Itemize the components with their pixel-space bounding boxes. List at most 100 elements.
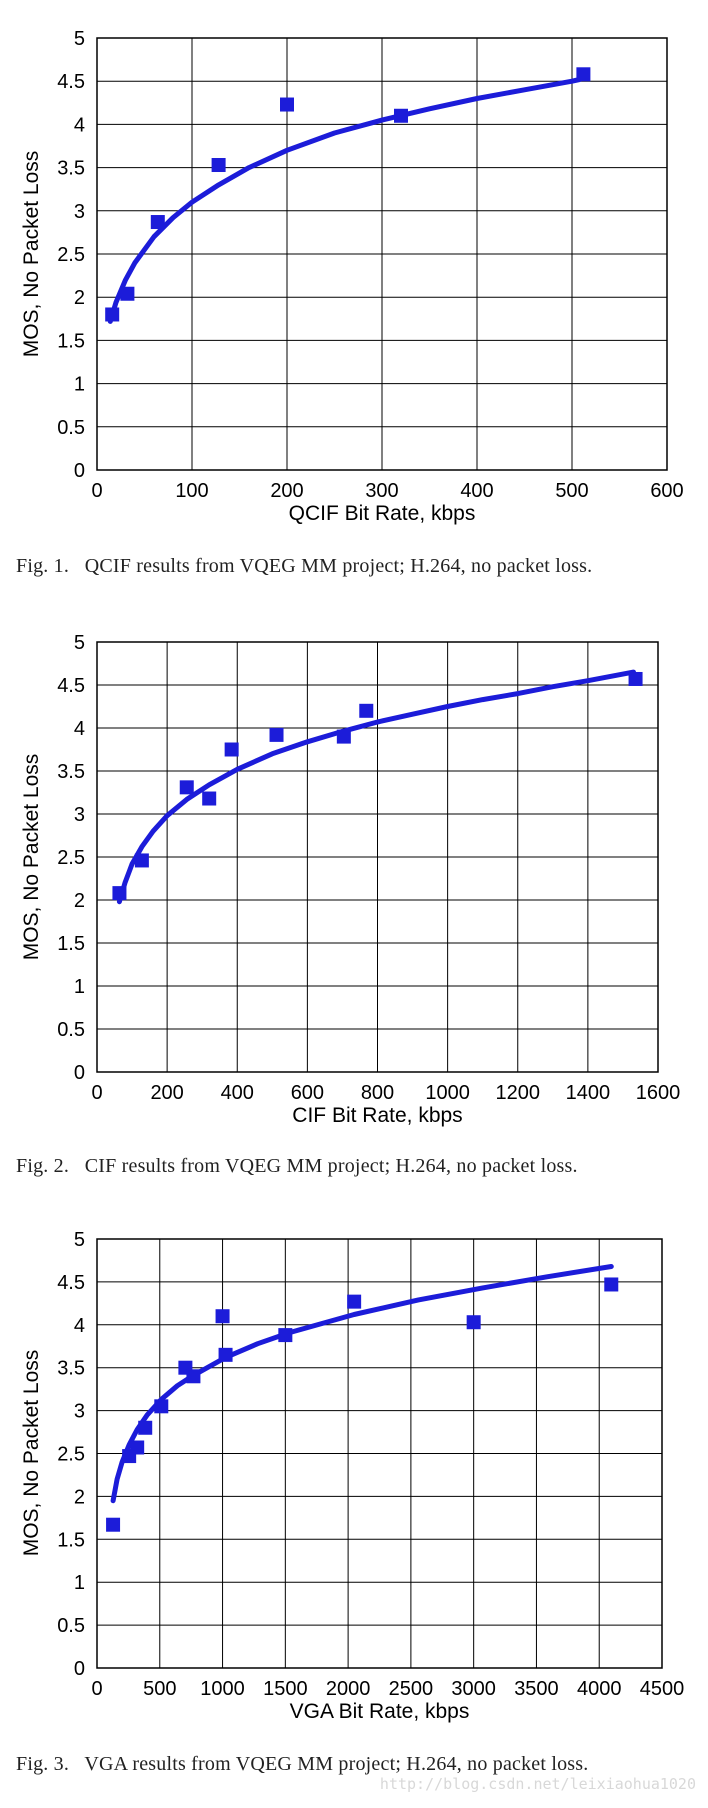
data-point (628, 671, 643, 686)
y-axis-label: MOS, No Packet Loss (20, 754, 43, 961)
data-point (218, 1347, 233, 1362)
x-tick-label: 1600 (636, 1082, 681, 1104)
caption-fig2-text: CIF results from VQEG MM project; H.264,… (84, 1155, 578, 1177)
watermark: http://blog.csdn.net/leixiaohua1020 (379, 1775, 696, 1793)
x-tick-label: 800 (361, 1082, 394, 1104)
x-tick-label: 200 (150, 1082, 183, 1104)
x-tick-label: 500 (143, 1678, 176, 1700)
data-point (215, 1309, 230, 1324)
y-tick-label: 4.5 (57, 71, 85, 93)
data-point (138, 1420, 153, 1435)
x-tick-label: 2500 (389, 1678, 434, 1700)
y-tick-label: 2 (74, 1486, 85, 1508)
x-tick-label: 0 (91, 1678, 102, 1700)
y-tick-label: 0 (74, 1658, 85, 1680)
chart-cif: 0 200 400 600 800 1000 1200 1400 1600 0 0.5 1 1.5 2 2.… (20, 632, 681, 1127)
x-tick-label: 1200 (496, 1082, 541, 1104)
y-tick-label: 2.5 (57, 244, 85, 266)
x-axis-label: VGA Bit Rate, kbps (290, 1700, 470, 1723)
y-axis-label: MOS, No Packet Loss (20, 151, 43, 358)
y-tick-label: 3.5 (57, 1358, 85, 1380)
x-tick-label: 0 (91, 480, 102, 502)
y-tick-label: 4 (74, 718, 85, 740)
y-tick-label: 1 (74, 976, 85, 998)
data-point (106, 1517, 121, 1532)
fit-curve (116, 669, 636, 905)
y-tick-label: 5 (74, 28, 85, 50)
y-tick-label: 1.5 (57, 933, 85, 955)
x-tick-label: 400 (460, 480, 493, 502)
plot-frame (96, 1238, 663, 1669)
y-tick-label: 2.5 (57, 847, 85, 869)
x-tick-label: 0 (91, 1082, 102, 1104)
x-axis-label: QCIF Bit Rate, kbps (289, 502, 476, 525)
y-tick-label: 1 (74, 1572, 85, 1594)
x-tick-label: 2000 (326, 1678, 371, 1700)
chart-vga: 0 500 1000 1500 2000 2500 3000 3500 4000 4500 0 0.5… (20, 1229, 685, 1723)
data-point (130, 1440, 145, 1455)
y-tick-label: 1 (74, 374, 85, 396)
y-tick-label: 3 (74, 201, 85, 223)
x-axis-label: CIF Bit Rate, kbps (292, 1104, 462, 1127)
x-tick-label: 200 (270, 480, 303, 502)
x-tick-label: 100 (175, 480, 208, 502)
y-tick-label: 3.5 (57, 158, 85, 180)
data-point (347, 1294, 362, 1309)
caption-fig1-number: Fig. 1. (16, 555, 70, 577)
x-tick-label: 300 (365, 480, 398, 502)
data-point (105, 307, 120, 322)
plot-frame (96, 37, 668, 471)
x-tick-label: 1000 (425, 1082, 470, 1104)
y-tick-label: 4 (74, 114, 85, 136)
data-point (154, 1399, 169, 1414)
y-axis-label: MOS, No Packet Loss (20, 1350, 43, 1557)
x-tick-label: 4500 (640, 1678, 685, 1700)
y-tick-label: 4 (74, 1315, 85, 1337)
y-tick-label: 0.5 (57, 417, 85, 439)
data-point (150, 215, 165, 230)
data-point (186, 1369, 201, 1384)
data-point (604, 1277, 619, 1292)
data-point (134, 853, 149, 868)
x-tick-label: 3000 (451, 1678, 496, 1700)
y-tick-label: 4.5 (57, 1272, 85, 1294)
x-tick-label: 600 (650, 480, 683, 502)
data-point (269, 727, 284, 742)
caption-fig2: Fig. 2. CIF results from VQEG MM project… (16, 1155, 578, 1178)
y-tick-label: 0 (74, 460, 85, 482)
x-tick-label: 1000 (200, 1678, 245, 1700)
caption-fig2-number: Fig. 2. (16, 1155, 70, 1177)
data-point (278, 1328, 293, 1343)
y-tick-label: 2 (74, 890, 85, 912)
y-tick-label: 1.5 (57, 1529, 85, 1551)
y-tick-label: 5 (74, 1229, 85, 1251)
data-point (112, 886, 127, 901)
data-point (576, 67, 591, 82)
y-tick-label: 2 (74, 287, 85, 309)
caption-fig1: Fig. 1. QCIF results from VQEG MM projec… (16, 555, 592, 578)
y-tick-label: 5 (74, 632, 85, 654)
x-tick-label: 4000 (577, 1678, 622, 1700)
data-point (211, 158, 226, 173)
data-point (224, 742, 239, 757)
x-tick-label: 1500 (263, 1678, 308, 1700)
x-tick-label: 600 (291, 1082, 324, 1104)
x-tick-label: 3500 (514, 1678, 559, 1700)
data-point (202, 791, 217, 806)
caption-fig3-text: VGA results from VQEG MM project; H.264,… (84, 1753, 589, 1775)
data-point (120, 286, 135, 301)
y-tick-label: 0.5 (57, 1615, 85, 1637)
x-tick-label: 400 (221, 1082, 254, 1104)
fit-curve (107, 70, 586, 324)
y-tick-label: 1.5 (57, 330, 85, 352)
data-point (466, 1315, 481, 1330)
y-tick-label: 2.5 (57, 1444, 85, 1466)
caption-fig1-text: QCIF results from VQEG MM project; H.264… (84, 555, 593, 577)
caption-fig3-number: Fig. 3. (16, 1753, 70, 1775)
chart-qcif: 0 100 200 300 400 500 600 0 0.5 1 1.5 2 2.5 3 3.5 4 4.5 5… (20, 28, 684, 525)
y-tick-label: 0 (74, 1062, 85, 1084)
y-tick-label: 3 (74, 1401, 85, 1423)
plot-frame (96, 641, 659, 1073)
y-tick-label: 0.5 (57, 1019, 85, 1041)
